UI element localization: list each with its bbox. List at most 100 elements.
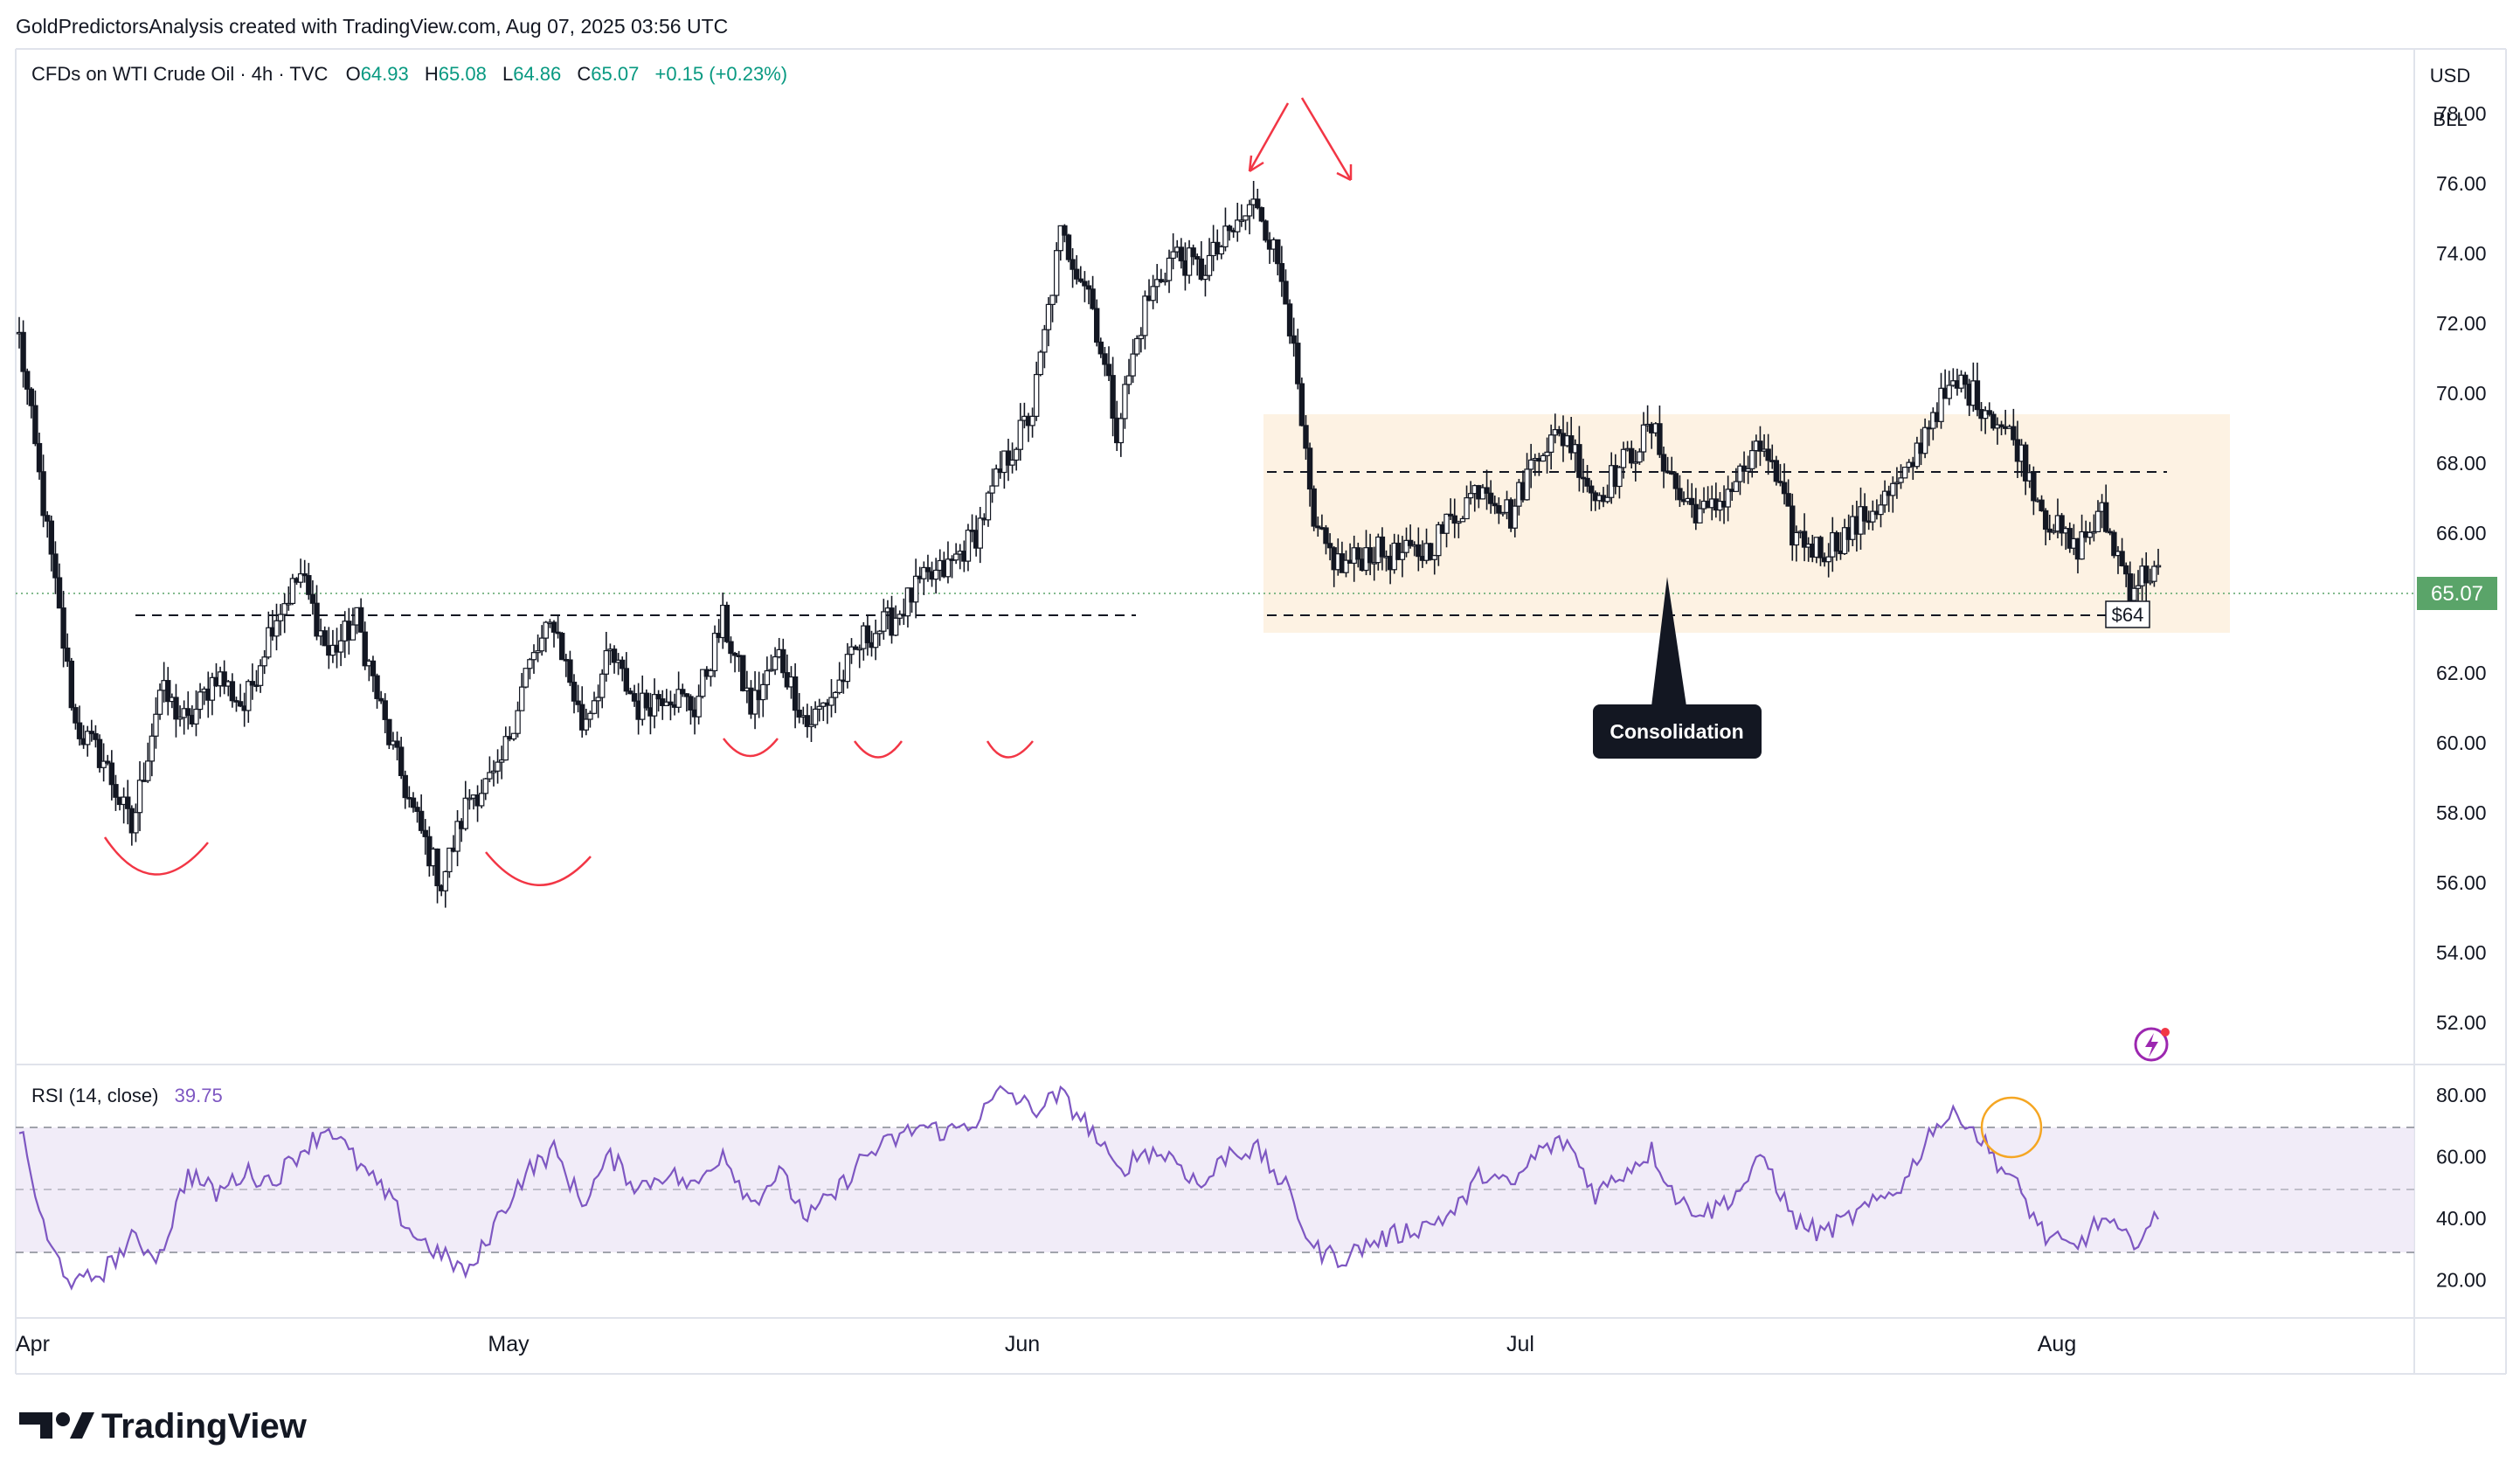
candle-body [314, 602, 320, 637]
candle-body [816, 705, 822, 711]
candle-body [52, 553, 59, 579]
candle-body [1914, 442, 1921, 468]
candle-body [108, 762, 115, 786]
candle-body [1110, 375, 1116, 420]
candle-body [1073, 268, 1080, 280]
candle-body [462, 797, 468, 829]
candle-body [945, 558, 952, 578]
candle-body [603, 649, 610, 675]
candle-body [1367, 547, 1374, 564]
candle-body [844, 654, 851, 683]
candle-body [1053, 250, 1060, 296]
legend-symbol: CFDs on WTI Crude Oil · 4h · TVC [31, 63, 329, 85]
candle-body [133, 812, 139, 834]
candle-body [1817, 537, 1824, 558]
candle-body [1154, 279, 1160, 288]
candle-body [2135, 585, 2142, 589]
candle-body [434, 848, 440, 887]
candle-body [530, 652, 537, 661]
axis-currency[interactable]: USD [2430, 65, 2470, 87]
legend-close-label: C [577, 63, 591, 85]
candle-body [523, 668, 529, 688]
rsi-label: RSI (14, close) [31, 1085, 159, 1106]
candle-body [1097, 341, 1104, 355]
candle-body [583, 718, 590, 731]
time-axis: Apr May Jun Jul Aug [16, 1332, 2076, 1356]
time-tick-label: Jun [1005, 1332, 1040, 1356]
candle-body [113, 784, 119, 798]
price-tick-label: 70.00 [2436, 382, 2487, 405]
candle-body [1431, 555, 1437, 560]
candle-body [370, 660, 377, 676]
candle-body [32, 405, 38, 445]
axis-unit[interactable]: BLL [2433, 108, 2467, 130]
candle-body [2031, 472, 2037, 502]
lightning-icon[interactable] [2134, 1027, 2170, 1062]
candle-body [1990, 413, 1997, 429]
candle-body [985, 492, 992, 521]
candle-body [1186, 247, 1193, 276]
candle-body [88, 731, 95, 735]
candle-body [1487, 492, 1494, 504]
candle-body [599, 673, 606, 698]
candle-body [193, 708, 199, 725]
rsi-value: 39.75 [175, 1085, 223, 1106]
candle-body [764, 669, 771, 686]
candle-body [1105, 364, 1112, 377]
candle-body [1657, 423, 1663, 455]
candle-body [394, 740, 400, 748]
candle-body [1049, 295, 1056, 305]
candle-body [1138, 335, 1145, 340]
candle-body [836, 679, 842, 693]
candle-body [579, 704, 585, 731]
candle-body [286, 602, 292, 606]
candle-body [105, 760, 111, 764]
candle-body [277, 614, 284, 621]
candle-body [1202, 274, 1208, 281]
candle-body [2022, 444, 2029, 482]
candle-body [538, 637, 545, 652]
candle-body [1017, 420, 1023, 450]
candle-body [377, 697, 384, 702]
candle-body [1102, 353, 1108, 365]
candle-body [1295, 343, 1301, 385]
candle-body [1870, 510, 1876, 523]
price-tick-label: 72.00 [2436, 312, 2487, 335]
candle-body [2059, 515, 2065, 534]
consolidation-zone [1263, 414, 2230, 633]
candle-body [1045, 303, 1052, 330]
price-tick-label: 74.00 [2436, 242, 2487, 265]
candle-body [921, 566, 927, 579]
candle-body [1427, 543, 1434, 560]
bottom-arc-5 [986, 740, 1034, 759]
candle-body [2119, 551, 2125, 566]
candle-body [740, 655, 746, 691]
candle-body [1118, 418, 1125, 444]
candle-body [1037, 351, 1043, 376]
candle-body [623, 668, 630, 692]
candle-body [1576, 444, 1582, 478]
candle-body [2147, 580, 2153, 584]
candle-body [48, 520, 55, 555]
candle-body [1974, 380, 1981, 411]
candle-body [65, 647, 71, 662]
candle-body [93, 732, 99, 740]
rsi-tick-label: 80.00 [2436, 1084, 2487, 1106]
candle-body [1901, 467, 1908, 479]
legend-open: 64.93 [361, 63, 409, 85]
candle-body [1013, 448, 1020, 461]
legend-change: +0.15 (+0.23%) [654, 63, 787, 85]
time-tick-label: Jul [1506, 1332, 1534, 1356]
candle-body [1407, 539, 1414, 546]
candle-body [700, 669, 706, 697]
candle-body [467, 797, 473, 801]
candle-body [1986, 410, 1992, 415]
candle-body [1893, 482, 1900, 485]
candle-body [1286, 303, 1293, 336]
candle-body [864, 625, 871, 644]
candle-body [515, 710, 521, 734]
candle-body [322, 630, 328, 647]
candle-body [1547, 434, 1554, 454]
candle-body [495, 761, 501, 772]
candle-body [1291, 335, 1297, 344]
